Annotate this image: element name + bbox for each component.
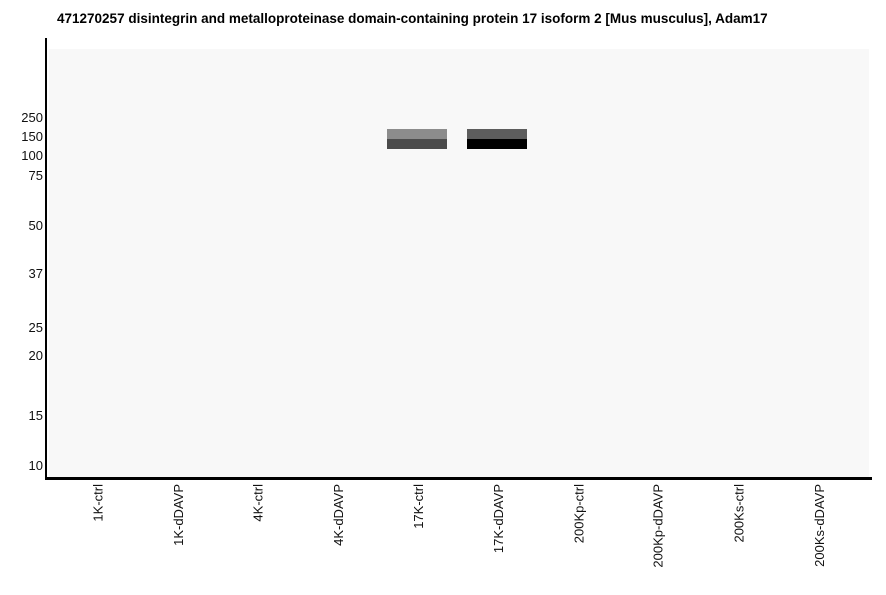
y-tick-label-250: 250 <box>21 110 43 125</box>
chart-title: 471270257 disintegrin and metalloprotein… <box>57 11 768 26</box>
protein-band-17K-ctrl <box>387 129 447 149</box>
y-tick-label-75: 75 <box>28 168 43 183</box>
lane-label-text: 200Ks-dDAVP <box>812 484 827 567</box>
lane-label-text: 17K-dDAVP <box>491 484 506 554</box>
lane-label-text: 1K-ctrl <box>91 484 106 522</box>
y-tick-label-10: 10 <box>28 458 43 473</box>
lane-label-text: 200Ks-ctrl <box>732 484 747 543</box>
lane-label-text: 17K-ctrl <box>411 484 426 529</box>
x-axis-line <box>45 477 872 480</box>
lane-label-text: 200Kp-ctrl <box>571 484 586 544</box>
lane-label-text: 4K-dDAVP <box>331 484 346 546</box>
y-tick-label-150: 150 <box>21 129 43 144</box>
y-axis-line <box>45 38 47 480</box>
y-tick-label-15: 15 <box>28 408 43 423</box>
lane-label-text: 4K-ctrl <box>251 484 266 522</box>
lane-label-text: 1K-dDAVP <box>171 484 186 546</box>
plot-area <box>49 49 869 477</box>
y-tick-label-20: 20 <box>28 348 43 363</box>
y-tick-label-25: 25 <box>28 320 43 335</box>
y-tick-label-37: 37 <box>28 266 43 281</box>
protein-band-17K-dDAVP <box>467 129 527 149</box>
y-tick-label-50: 50 <box>28 218 43 233</box>
y-tick-label-100: 100 <box>21 148 43 163</box>
lane-label-text: 200Kp-dDAVP <box>651 484 666 568</box>
